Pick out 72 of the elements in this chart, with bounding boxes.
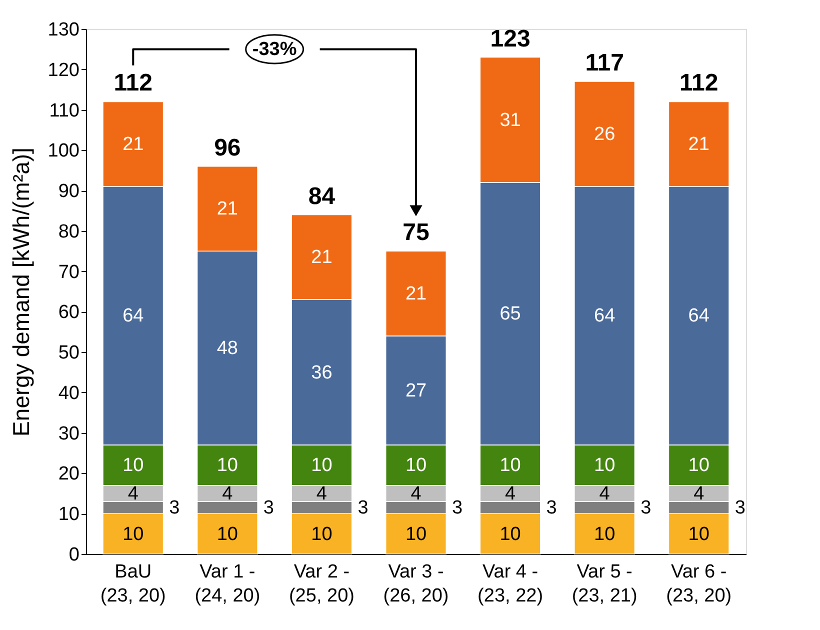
y-tick-label: 20 xyxy=(58,464,80,485)
data-label: 21 xyxy=(216,198,238,220)
data-label: 10 xyxy=(311,455,332,476)
x-tick-label: Var 2 - (25, 20) xyxy=(288,562,354,606)
data-label: 10 xyxy=(122,455,144,476)
total-label: 75 xyxy=(402,219,430,246)
x-tick-label: Var 6 - (23, 20) xyxy=(666,562,732,606)
y-tick-label: 60 xyxy=(58,302,80,324)
y-tick-label: 50 xyxy=(58,342,80,364)
y-tick-label: 120 xyxy=(48,60,80,81)
data-label: 65 xyxy=(500,304,521,325)
data-label: 4 xyxy=(410,483,422,504)
data-label: 3 xyxy=(263,498,274,519)
data-label: 4 xyxy=(222,483,234,504)
y-tick-label: 0 xyxy=(68,544,80,566)
data-label: 3 xyxy=(169,498,180,519)
y-tick-label: 100 xyxy=(48,140,80,162)
total-label: 112 xyxy=(114,70,152,97)
data-label: 4 xyxy=(128,483,139,504)
data-label: 10 xyxy=(594,455,616,476)
data-label: 10 xyxy=(405,524,427,545)
y-tick-label: 90 xyxy=(58,181,80,202)
y-tick-label: 30 xyxy=(58,423,80,444)
x-tick-label: BaU (23, 20) xyxy=(100,562,166,606)
y-tick-label: 10 xyxy=(58,504,80,526)
x-tick-label: Var 5 - (23, 21) xyxy=(572,562,638,606)
data-label: 31 xyxy=(500,110,521,131)
data-label: 4 xyxy=(694,483,705,504)
data-label: 3 xyxy=(452,498,463,519)
data-label: 4 xyxy=(316,483,328,504)
data-label: 64 xyxy=(594,306,616,327)
data-label: 10 xyxy=(688,455,710,476)
y-tick-label: 70 xyxy=(58,262,80,283)
x-tick-label: Var 4 - (23, 22) xyxy=(478,562,544,606)
data-label: 10 xyxy=(122,524,144,545)
data-label: 64 xyxy=(688,306,710,327)
data-label: 21 xyxy=(688,134,710,156)
y-tick-label: 130 xyxy=(48,20,80,40)
data-label: 10 xyxy=(216,455,238,476)
data-label: 26 xyxy=(594,124,616,145)
data-label: 10 xyxy=(311,524,332,545)
data-label: 21 xyxy=(122,134,144,156)
total-label: 84 xyxy=(308,182,336,210)
data-label: 21 xyxy=(311,247,332,268)
data-label: 10 xyxy=(216,524,238,545)
x-tick-label: Var 3 - (26, 20) xyxy=(383,562,449,606)
data-label: 64 xyxy=(122,306,144,327)
annotation: -33% xyxy=(252,39,297,60)
data-label: 10 xyxy=(405,455,427,476)
data-label: 3 xyxy=(546,498,557,519)
x-tick-label: Var 1 - (24, 20) xyxy=(194,562,260,606)
data-label: 36 xyxy=(311,362,332,384)
data-label: 3 xyxy=(734,498,746,519)
y-tick-label: 80 xyxy=(58,221,80,242)
total-label: 123 xyxy=(490,25,530,52)
data-label: 48 xyxy=(216,338,238,360)
data-label: 10 xyxy=(500,524,521,545)
data-label: 10 xyxy=(594,524,616,545)
data-label: 4 xyxy=(599,483,610,504)
total-label: 96 xyxy=(214,134,241,162)
data-label: 27 xyxy=(405,380,427,402)
data-label: 10 xyxy=(688,524,710,545)
data-label: 21 xyxy=(405,284,427,305)
y-tick-label: 40 xyxy=(58,382,80,404)
data-label: 3 xyxy=(640,498,652,519)
data-label: 10 xyxy=(500,455,521,476)
data-label: 4 xyxy=(504,483,516,504)
data-label: 3 xyxy=(358,498,368,519)
total-label: 112 xyxy=(680,70,718,97)
y-tick-label: 110 xyxy=(49,100,80,122)
y-axis-title: Energy demand [kWh/(m²a)] xyxy=(8,148,34,436)
total-label: 117 xyxy=(585,50,624,76)
